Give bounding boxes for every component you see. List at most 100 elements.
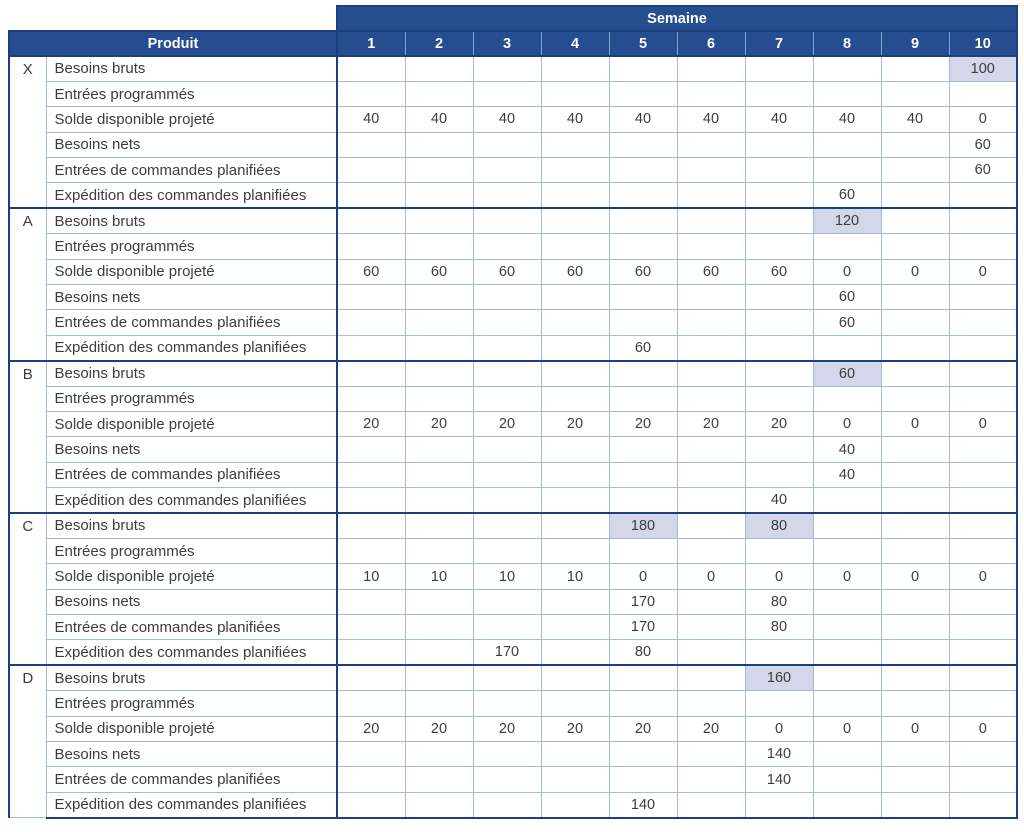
cell-D-row2-week4 xyxy=(540,690,610,717)
table-row: X Besoins bruts 100 xyxy=(8,54,1018,209)
cell-D-row1-week6 xyxy=(676,664,746,692)
row-label-C-1: Besoins bruts xyxy=(45,512,338,539)
cell-B-row6-week3 xyxy=(472,487,542,514)
cell-A-row1-week2 xyxy=(404,207,474,235)
cell-D-row6-week6 xyxy=(676,791,746,819)
cell-A-row6-week2 xyxy=(404,334,474,362)
cell-A-row5-week7 xyxy=(744,309,814,336)
cell-D-row4-week2 xyxy=(404,741,474,768)
cell-C-row4-week4 xyxy=(540,588,610,616)
cell-C-row6-week7 xyxy=(744,639,814,666)
cell-B-row2-week7 xyxy=(744,385,814,412)
cell-A-row2-week3 xyxy=(472,233,542,260)
row-label-C-6: Expédition des commandes planifiées xyxy=(45,639,338,666)
cell-C-row6-week8 xyxy=(812,639,882,666)
cell-A-row6-week8 xyxy=(812,334,882,362)
cell-C-row5-week7: 80 xyxy=(744,614,814,641)
cell-X-row4-week6 xyxy=(676,131,746,159)
cell-X-row4-week4 xyxy=(540,131,610,159)
table-row: Entrées de commandes planifiées 60 xyxy=(9,157,1018,184)
semaine-header: Semaine xyxy=(336,5,1018,32)
table-row: Expédition des commandes planifiées 60 xyxy=(9,182,1018,209)
cell-C-row5-week9 xyxy=(880,614,950,641)
cell-C-row2-week6 xyxy=(676,537,746,565)
cell-D-row2-week1 xyxy=(336,690,406,717)
cell-C-row2-week9 xyxy=(880,537,950,565)
table-row: Solde disponible projeté 10 10 10 10 0 0 0 0 0 0 xyxy=(9,563,1018,590)
cell-C-row4-week2 xyxy=(404,588,474,616)
cell-A-row5-week2 xyxy=(404,309,474,336)
cell-B-row2-week3 xyxy=(472,385,542,412)
cell-X-row2-week5 xyxy=(608,80,678,108)
product-code-A: A xyxy=(8,207,47,362)
table-row: Entrées programmés xyxy=(9,537,1018,565)
cell-X-row1-week7 xyxy=(744,54,814,82)
cell-B-row3-week5: 20 xyxy=(608,410,678,438)
row-label-A-2: Entrées programmés xyxy=(45,233,338,260)
row-label-B-4: Besoins nets xyxy=(45,436,338,463)
cell-B-row2-week4 xyxy=(540,385,610,412)
cell-B-row6-week5 xyxy=(608,487,678,514)
cell-A-row6-week10 xyxy=(948,334,1018,362)
row-label-X-2: Entrées programmés xyxy=(45,80,338,108)
cell-B-row4-week10 xyxy=(948,436,1018,463)
table-row: Besoins nets 40 xyxy=(9,436,1018,463)
cell-X-row1-week10: 100 xyxy=(948,54,1018,82)
cell-B-row5-week4 xyxy=(540,461,610,489)
week-header-6: 6 xyxy=(676,30,746,57)
cell-X-row2-week3 xyxy=(472,80,542,108)
cell-A-row2-week10 xyxy=(948,233,1018,260)
cell-A-row1-week5 xyxy=(608,207,678,235)
cell-C-row4-week8 xyxy=(812,588,882,616)
cell-B-row6-week7: 40 xyxy=(744,487,814,514)
cell-C-row5-week1 xyxy=(336,614,406,641)
cell-A-row4-week5 xyxy=(608,284,678,311)
cell-C-row4-week6 xyxy=(676,588,746,616)
cell-X-row4-week8 xyxy=(812,131,882,159)
cell-B-row1-week7 xyxy=(744,359,814,387)
row-label-X-6: Expédition des commandes planifiées xyxy=(45,182,338,209)
row-label-X-1: Besoins bruts xyxy=(45,54,338,82)
cell-X-row3-week3: 40 xyxy=(472,106,542,133)
cell-B-row5-week10 xyxy=(948,461,1018,489)
table-row: A Besoins bruts 120 xyxy=(8,207,1018,362)
cell-B-row1-week6 xyxy=(676,359,746,387)
cell-A-row4-week10 xyxy=(948,284,1018,311)
cell-A-row4-week7 xyxy=(744,284,814,311)
cell-X-row5-week10: 60 xyxy=(948,157,1018,184)
cell-B-row6-week6 xyxy=(676,487,746,514)
cell-B-row6-week10 xyxy=(948,487,1018,514)
cell-X-row5-week2 xyxy=(404,157,474,184)
cell-C-row5-week10 xyxy=(948,614,1018,641)
cell-A-row6-week7 xyxy=(744,334,814,362)
cell-X-row6-week1 xyxy=(336,182,406,209)
cell-A-row2-week9 xyxy=(880,233,950,260)
cell-D-row1-week5 xyxy=(608,664,678,692)
cell-B-row2-week10 xyxy=(948,385,1018,412)
cell-C-row1-week4 xyxy=(540,512,610,539)
row-label-C-2: Entrées programmés xyxy=(45,537,338,565)
cell-D-row3-week8: 0 xyxy=(812,715,882,743)
cell-C-row5-week8 xyxy=(812,614,882,641)
cell-X-row2-week10 xyxy=(948,80,1018,108)
cell-X-row4-week10: 60 xyxy=(948,131,1018,159)
cell-D-row1-week9 xyxy=(880,664,950,692)
cell-B-row5-week9 xyxy=(880,461,950,489)
cell-A-row6-week1 xyxy=(336,334,406,362)
week-header-8: 8 xyxy=(812,30,882,57)
cell-A-row2-week5 xyxy=(608,233,678,260)
table-row: Solde disponible projeté 20 20 20 20 20 20 0 0 0 0 xyxy=(9,715,1018,743)
cell-D-row3-week9: 0 xyxy=(880,715,950,743)
cell-A-row3-week8: 0 xyxy=(812,258,882,286)
row-label-C-5: Entrées de commandes planifiées xyxy=(45,614,338,641)
cell-X-row5-week7 xyxy=(744,157,814,184)
cell-A-row5-week6 xyxy=(676,309,746,336)
cell-C-row5-week5: 170 xyxy=(608,614,678,641)
cell-A-row5-week3 xyxy=(472,309,542,336)
cell-X-row3-week1: 40 xyxy=(336,106,406,133)
cell-D-row3-week2: 20 xyxy=(404,715,474,743)
cell-C-row6-week10 xyxy=(948,639,1018,666)
cell-B-row4-week3 xyxy=(472,436,542,463)
cell-C-row6-week2 xyxy=(404,639,474,666)
cell-C-row4-week5: 170 xyxy=(608,588,678,616)
